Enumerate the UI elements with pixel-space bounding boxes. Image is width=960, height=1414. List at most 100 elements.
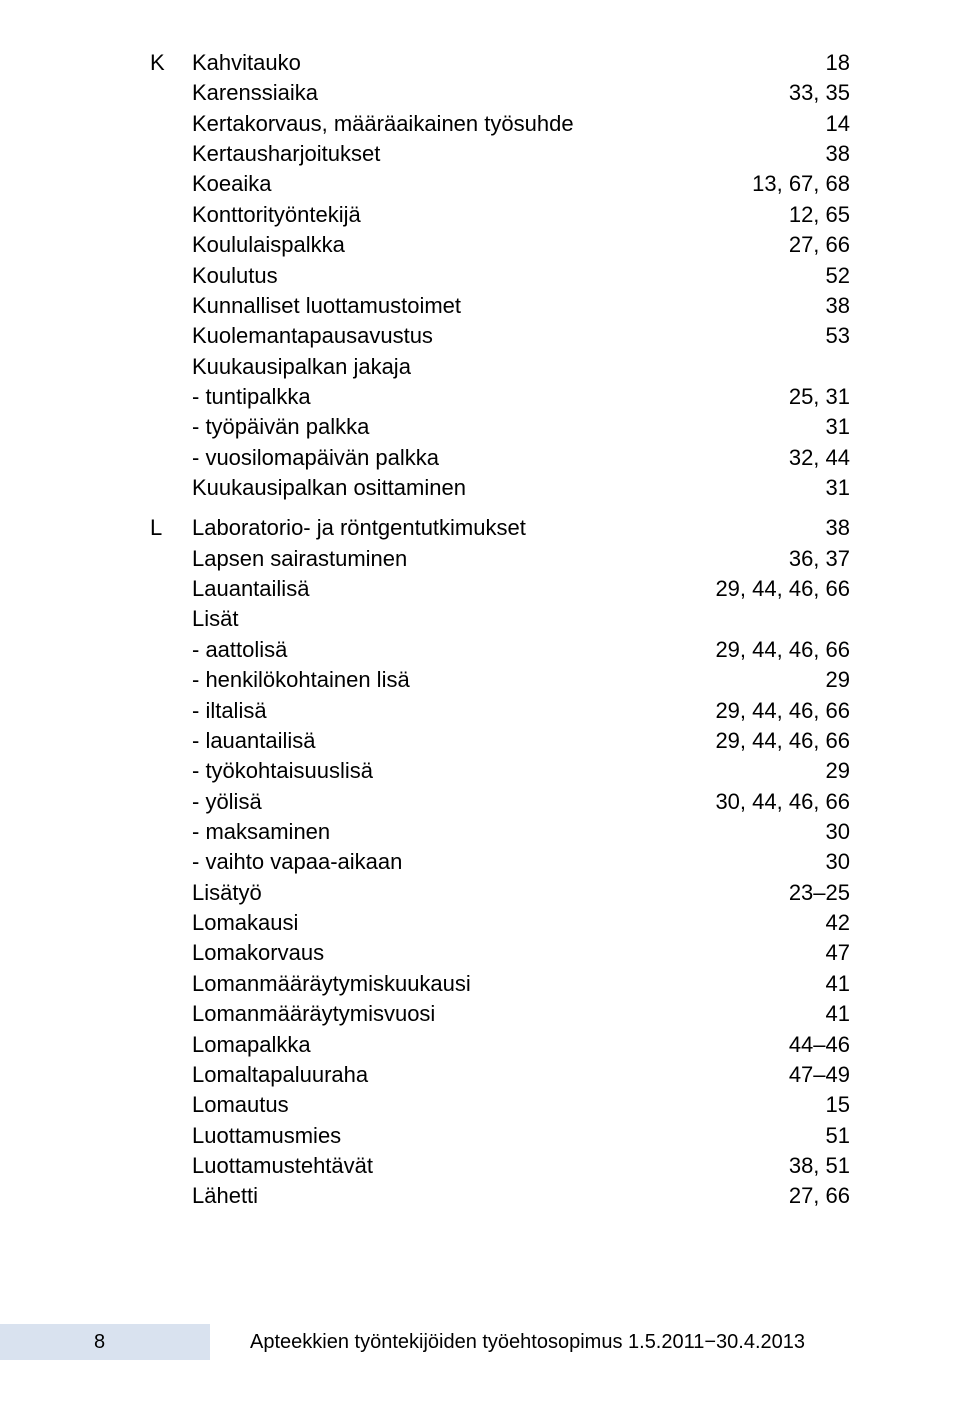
index-label: - henkilökohtainen lisä: [192, 665, 410, 695]
index-page: 31: [820, 473, 850, 503]
index-row: - työpäivän palkka 31: [150, 412, 850, 442]
index-row: Koululaispalkka 27, 66: [150, 230, 850, 260]
index-row: Lähetti 27, 66: [150, 1181, 850, 1211]
index-row: Kertausharjoitukset 38: [150, 139, 850, 169]
index-page: 53: [820, 321, 850, 351]
index-label: - vaihto vapaa-aikaan: [192, 847, 402, 877]
index-row: Lapsen sairastuminen 36, 37: [150, 544, 850, 574]
index-page: 44–46: [783, 1030, 850, 1060]
index-label: Lapsen sairastuminen: [192, 544, 407, 574]
index-page: 47–49: [783, 1060, 850, 1090]
index-page: 29: [820, 665, 850, 695]
index-page: 18: [820, 48, 850, 78]
index-row: Lisätyö 23–25: [150, 878, 850, 908]
index-row: - lauantailisä 29, 44, 46, 66: [150, 726, 850, 756]
index-row: Lomanmääräytymisvuosi 41: [150, 999, 850, 1029]
index-label: Kuukausipalkan osittaminen: [192, 473, 466, 503]
index-label: Luottamusmies: [192, 1121, 341, 1151]
index-label: Lisät: [192, 604, 238, 634]
index-label: Lomapalkka: [192, 1030, 311, 1060]
index-row: Karenssiaika 33, 35: [150, 78, 850, 108]
index-row: LLaboratorio- ja röntgentutkimukset 38: [150, 513, 850, 543]
index-row: - henkilökohtainen lisä 29: [150, 665, 850, 695]
index-row: Kuukausipalkan jakaja: [150, 352, 850, 382]
section-letter: L: [150, 513, 192, 543]
index-label: Kertakorvaus, määräaikainen työsuhde: [192, 109, 574, 139]
index-label: Koeaika: [192, 169, 272, 199]
index-page: 38: [820, 139, 850, 169]
index-page: 31: [820, 412, 850, 442]
index-page: 29, 44, 46, 66: [709, 696, 850, 726]
index-row: Konttorityöntekijä 12, 65: [150, 200, 850, 230]
index-row: Lomapalkka 44–46: [150, 1030, 850, 1060]
index-page: 38, 51: [783, 1151, 850, 1181]
index-label: - yölisä: [192, 787, 262, 817]
index-row: KKahvitauko 18: [150, 48, 850, 78]
index-page: 30: [820, 847, 850, 877]
index-page: 29: [820, 756, 850, 786]
index-page: 15: [820, 1090, 850, 1120]
index-row: - maksaminen 30: [150, 817, 850, 847]
section-letter: K: [150, 48, 192, 78]
index-page: 33, 35: [783, 78, 850, 108]
index-page: 30: [820, 817, 850, 847]
index-row: Lomautus 15: [150, 1090, 850, 1120]
index-label: Luottamustehtävät: [192, 1151, 373, 1181]
footer-text: Apteekkien työntekijöiden työehtosopimus…: [250, 1324, 805, 1360]
index-row: Lauantailisä 29, 44, 46, 66: [150, 574, 850, 604]
index-row: - tuntipalkka 25, 31: [150, 382, 850, 412]
index-label: Lomaltapaluuraha: [192, 1060, 368, 1090]
index-page: 29, 44, 46, 66: [709, 726, 850, 756]
index-page: 42: [820, 908, 850, 938]
index-row: Kertakorvaus, määräaikainen työsuhde 14: [150, 109, 850, 139]
index-row: Kunnalliset luottamustoimet 38: [150, 291, 850, 321]
index-page: 30, 44, 46, 66: [709, 787, 850, 817]
index-page: 29, 44, 46, 66: [709, 574, 850, 604]
index-label: Kertausharjoitukset: [192, 139, 380, 169]
index-label: Lauantailisä: [192, 574, 309, 604]
index-row: Kuukausipalkan osittaminen 31: [150, 473, 850, 503]
index-page: 38: [820, 513, 850, 543]
index-page: 41: [820, 969, 850, 999]
index-label: Kuolemantapausavustus: [192, 321, 433, 351]
index-row: Lisät: [150, 604, 850, 634]
index-page: 25, 31: [783, 382, 850, 412]
index-page: 12, 65: [783, 200, 850, 230]
index-row: - aattolisä 29, 44, 46, 66: [150, 635, 850, 665]
page: KKahvitauko 18Karenssiaika 33, 35Kertako…: [0, 0, 960, 1414]
index-label: - työkohtaisuuslisä: [192, 756, 373, 786]
index-row: Luottamustehtävät 38, 51: [150, 1151, 850, 1181]
index-page: 51: [820, 1121, 850, 1151]
index-label: - lauantailisä: [192, 726, 316, 756]
index-row: - vuosilomapäivän palkka 32, 44: [150, 443, 850, 473]
index-page: 38: [820, 291, 850, 321]
index-page: 47: [820, 938, 850, 968]
index-row: - iltalisä 29, 44, 46, 66: [150, 696, 850, 726]
index-page: 13, 67, 68: [746, 169, 850, 199]
index-label: Lähetti: [192, 1181, 258, 1211]
index-label: Koululaispalkka: [192, 230, 345, 260]
index-row: Kuolemantapausavustus 53: [150, 321, 850, 351]
index-label: Karenssiaika: [192, 78, 318, 108]
index-label: Kunnalliset luottamustoimet: [192, 291, 461, 321]
index-label: Laboratorio- ja röntgentutkimukset: [192, 513, 526, 543]
index-label: Lomautus: [192, 1090, 289, 1120]
index-label: - työpäivän palkka: [192, 412, 369, 442]
index-row: Koulutus 52: [150, 261, 850, 291]
index-page: 14: [820, 109, 850, 139]
block-spacer: [150, 503, 850, 513]
index-row: Lomakausi 42: [150, 908, 850, 938]
index-page: 29, 44, 46, 66: [709, 635, 850, 665]
index-page: 32, 44: [783, 443, 850, 473]
index-row: Lomanmääräytymiskuukausi 41: [150, 969, 850, 999]
index-row: - vaihto vapaa-aikaan 30: [150, 847, 850, 877]
index-label: Lomanmääräytymiskuukausi: [192, 969, 471, 999]
index-row: - yölisä 30, 44, 46, 66: [150, 787, 850, 817]
index-label: Kahvitauko: [192, 48, 301, 78]
index-page: 23–25: [783, 878, 850, 908]
index-row: Lomaltapaluuraha 47–49: [150, 1060, 850, 1090]
index-page: 27, 66: [783, 230, 850, 260]
index-label: - tuntipalkka: [192, 382, 311, 412]
index-page: 41: [820, 999, 850, 1029]
index-label: Lomanmääräytymisvuosi: [192, 999, 435, 1029]
